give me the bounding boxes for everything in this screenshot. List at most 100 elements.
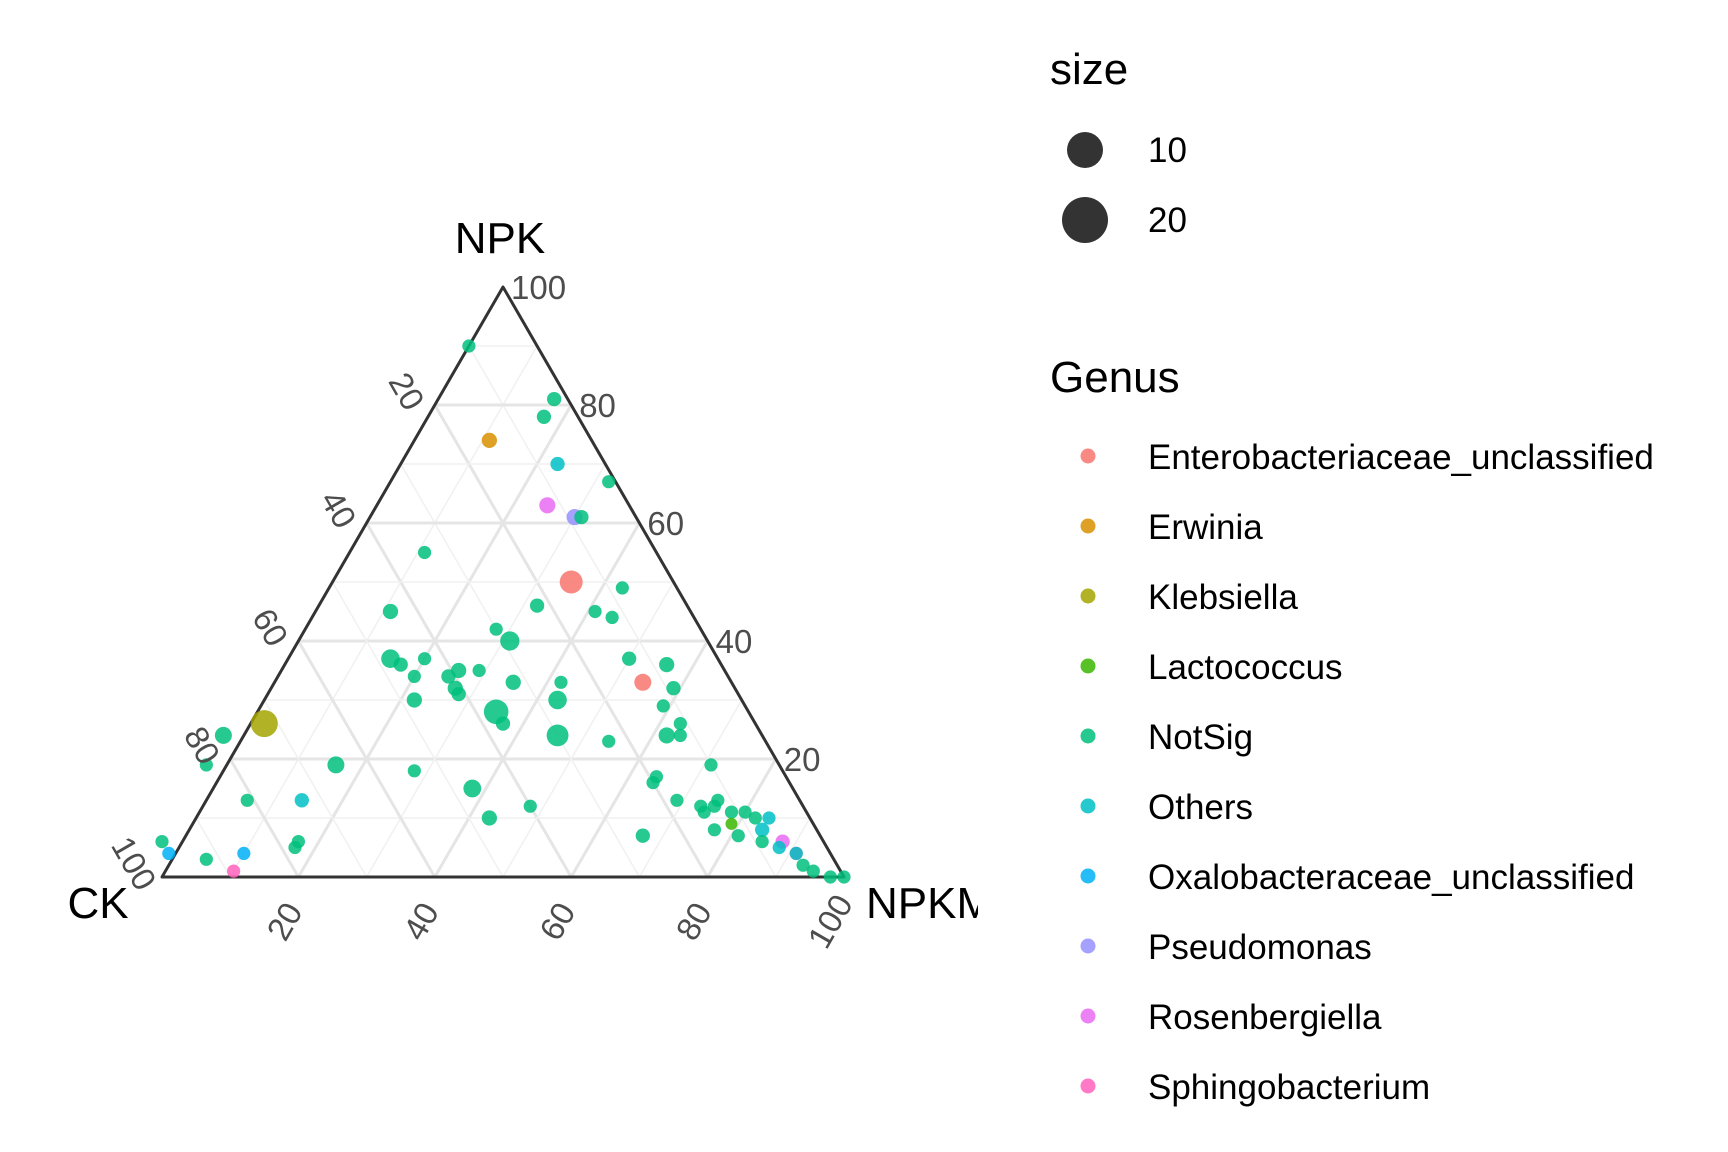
grid-line (365, 463, 606, 878)
legend-size-label: 20 (1148, 201, 1187, 240)
data-point (548, 690, 567, 710)
legend-genus-entries: Enterobacteriaceae_unclassified Erwinia Kl… (1080, 438, 1654, 1107)
data-point (666, 681, 681, 696)
tick-label-npk: 100 (511, 269, 566, 306)
data-point (659, 656, 675, 673)
data-point (327, 756, 345, 774)
data-point (463, 779, 482, 798)
data-point (481, 432, 497, 449)
grid-line (228, 758, 300, 878)
data-point (837, 870, 851, 884)
data-point (731, 829, 745, 843)
points (155, 339, 851, 884)
tick-label-ck: 80 (177, 720, 227, 770)
data-point (237, 846, 251, 861)
data-point (748, 811, 762, 825)
tick-label-npkm: 100 (800, 888, 860, 954)
data-point (523, 799, 537, 813)
data-point (762, 811, 776, 825)
data-point (227, 864, 241, 878)
data-point (711, 793, 725, 807)
data-point (554, 675, 568, 689)
tick-label-npkm: 80 (668, 896, 718, 946)
data-point (823, 870, 837, 884)
data-point (451, 686, 466, 702)
data-point (472, 663, 486, 678)
data-point (417, 652, 432, 666)
grid-line (468, 345, 777, 878)
legend-genus-label: Lactococcus (1148, 648, 1343, 687)
data-point (755, 835, 769, 849)
data-point (697, 805, 711, 819)
data-point (605, 610, 619, 625)
tick-label-npkm: 40 (396, 896, 446, 946)
data-point (634, 673, 652, 691)
data-point (724, 805, 739, 819)
vertex-label-npkm: NPKM (866, 879, 993, 928)
data-point (789, 846, 803, 861)
grid-line (400, 463, 641, 878)
legend-genus-label: Rosenbergiella (1148, 998, 1382, 1037)
data-point (407, 669, 421, 684)
legend-size-entries: 10 20 (1062, 131, 1187, 243)
data-point (294, 793, 309, 808)
tick-label-ck: 20 (382, 366, 432, 416)
grid-line (263, 699, 368, 878)
data-point (806, 864, 820, 878)
legend-genus-label: Enterobacteriaceae_unclassified (1148, 438, 1654, 477)
data-point (462, 339, 476, 353)
data-point (155, 835, 169, 849)
tick-label-npkm: 20 (259, 896, 309, 946)
triangle-outline (160, 285, 846, 879)
data-point (536, 409, 552, 424)
data-point (495, 716, 511, 731)
data-point (602, 475, 616, 489)
legend-size-title: size (1050, 45, 1128, 94)
data-point (407, 764, 421, 778)
data-point (704, 758, 718, 772)
data-point (755, 822, 770, 837)
data-point (291, 835, 305, 849)
data-point (481, 810, 497, 826)
legend-genus-key (1080, 868, 1096, 884)
data-point (250, 710, 278, 738)
data-point (738, 805, 752, 819)
data-point (772, 840, 786, 855)
legend-genus-title: Genus (1050, 353, 1180, 402)
legend-genus-key (1080, 448, 1096, 464)
grid-line (297, 640, 437, 878)
tick-label-npk: 20 (784, 741, 821, 778)
data-point (707, 823, 722, 837)
tick-label-ck: 60 (245, 602, 295, 652)
tick-label-ck: 40 (313, 484, 363, 534)
data-point (489, 622, 503, 636)
tick-label-npk: 60 (647, 505, 684, 542)
legend-genus-label: Klebsiella (1148, 578, 1298, 617)
data-point (417, 545, 432, 560)
legend-genus-key (1080, 518, 1096, 534)
data-point (635, 828, 650, 843)
legend-genus-label: Pseudomonas (1148, 928, 1372, 967)
data-point (539, 497, 556, 514)
triangle-frame (160, 285, 846, 879)
data-point (214, 726, 232, 744)
data-point (670, 793, 684, 807)
legend-genus-label: Erwinia (1148, 508, 1263, 547)
vertex-label-npk: NPK (455, 214, 545, 263)
grid-line (502, 581, 675, 878)
data-point (574, 509, 589, 525)
grid (195, 345, 811, 878)
data-point (658, 727, 675, 744)
legend-genus-key (1080, 798, 1096, 814)
legend: size 10 20 Genus Enterobacteriaceae_uncla… (1050, 45, 1654, 1107)
data-point (547, 391, 562, 407)
data-point (441, 669, 456, 684)
legend-size-label: 10 (1148, 131, 1187, 170)
data-point (656, 699, 670, 713)
legend-size-key (1067, 132, 1103, 168)
data-point (546, 724, 569, 747)
data-point (406, 692, 422, 708)
legend-genus-key (1080, 938, 1096, 954)
